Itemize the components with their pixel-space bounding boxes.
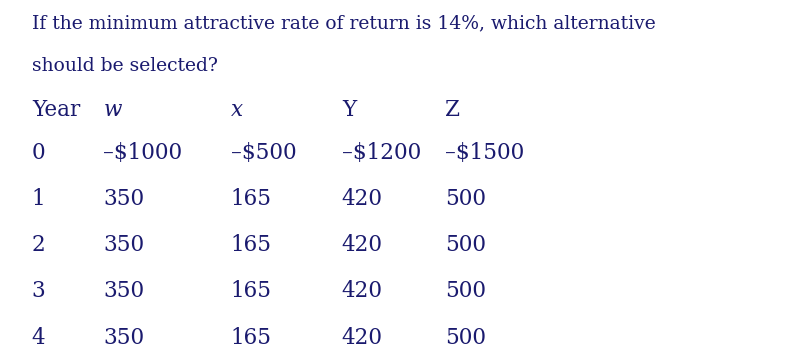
Text: 500: 500 (445, 188, 487, 210)
Text: 420: 420 (342, 327, 383, 349)
Text: 4: 4 (32, 327, 45, 349)
Text: 350: 350 (103, 280, 145, 302)
Text: 0: 0 (32, 142, 45, 164)
Text: Y: Y (342, 99, 356, 121)
Text: 500: 500 (445, 234, 487, 256)
Text: Z: Z (445, 99, 460, 121)
Text: –$1200: –$1200 (342, 142, 421, 164)
Text: –$1500: –$1500 (445, 142, 525, 164)
Text: x: x (231, 99, 242, 121)
Text: 420: 420 (342, 188, 383, 210)
Text: 350: 350 (103, 188, 145, 210)
Text: 165: 165 (231, 234, 272, 256)
Text: w: w (103, 99, 122, 121)
Text: –$1000: –$1000 (103, 142, 183, 164)
Text: 3: 3 (32, 280, 45, 302)
Text: Year: Year (32, 99, 80, 121)
Text: 420: 420 (342, 280, 383, 302)
Text: –$500: –$500 (231, 142, 297, 164)
Text: 1: 1 (32, 188, 45, 210)
Text: 2: 2 (32, 234, 45, 256)
Text: 500: 500 (445, 280, 487, 302)
Text: should be selected?: should be selected? (32, 57, 218, 75)
Text: 165: 165 (231, 188, 272, 210)
Text: 165: 165 (231, 327, 272, 349)
Text: 350: 350 (103, 234, 145, 256)
Text: 500: 500 (445, 327, 487, 349)
Text: If the minimum attractive rate of return is 14%, which alternative: If the minimum attractive rate of return… (32, 14, 656, 32)
Text: 165: 165 (231, 280, 272, 302)
Text: 350: 350 (103, 327, 145, 349)
Text: 420: 420 (342, 234, 383, 256)
